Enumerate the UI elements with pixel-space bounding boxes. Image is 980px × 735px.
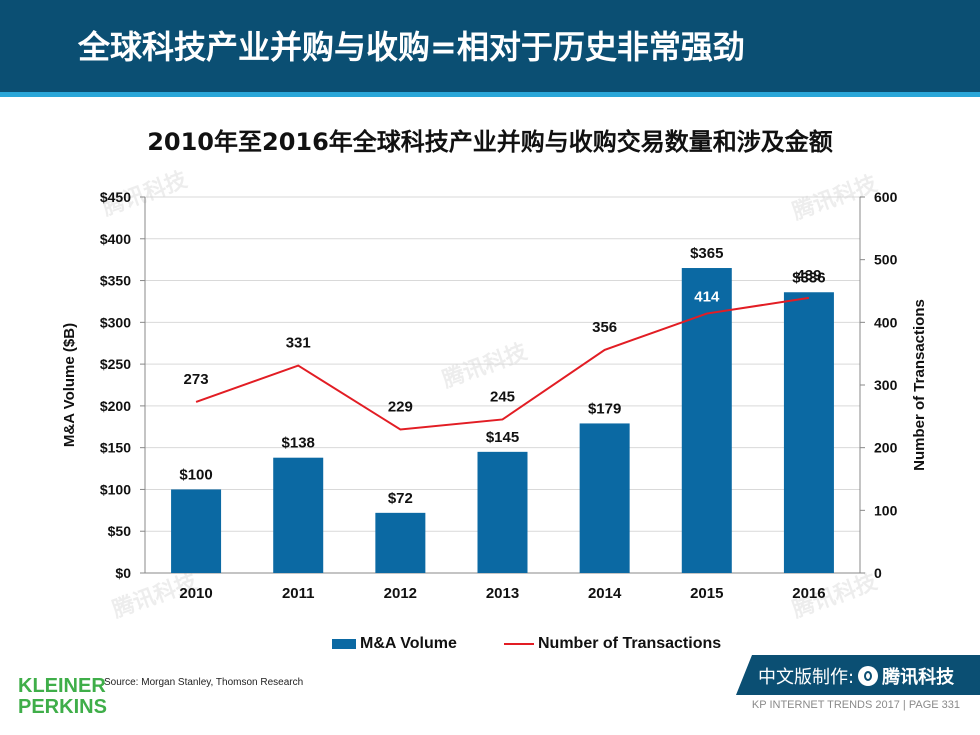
bar-data-label: $100 (179, 466, 212, 483)
line-data-label: 414 (694, 289, 720, 306)
legend-label-transactions: Number of Transactions (538, 635, 722, 652)
y-tick-label: $50 (108, 523, 132, 539)
y2-tick-label: 200 (874, 440, 898, 456)
y-tick-label: $300 (100, 314, 131, 330)
line-data-label: 245 (490, 388, 515, 405)
bar (579, 423, 630, 573)
y-axis-title: M&A Volume ($B) (61, 323, 78, 447)
y2-tick-label: 600 (874, 189, 898, 205)
legend-label-volume: M&A Volume (360, 635, 457, 652)
line-data-label: 273 (184, 371, 209, 388)
page-title: 全球科技产业并购与收购=相对于历史非常强劲 (78, 28, 745, 66)
logo-line-2: PERKINS (18, 696, 107, 718)
y-tick-label: $400 (100, 231, 131, 247)
bar-data-label: $336 (792, 269, 825, 286)
logo-line-1: KLEINER (18, 675, 106, 697)
tencent-logo-icon (858, 666, 879, 686)
x-tick-label: 2014 (588, 585, 622, 602)
bar (375, 512, 426, 573)
legend-item-transactions: Number of Transactions (504, 635, 721, 653)
line-data-label: 356 (592, 319, 617, 336)
badge-text: 中文版制作: 腾讯科技 (758, 663, 954, 689)
chart-legend: M&A Volume Number of Transactions (0, 635, 980, 657)
y2-tick-label: 300 (874, 377, 898, 393)
y-tick-label: $350 (100, 273, 131, 289)
y-tick-label: $0 (115, 565, 131, 581)
bar (477, 451, 528, 573)
kleiner-perkins-logo: KLEINER PERKINS (18, 676, 107, 718)
badge-brand: 腾讯科技 (882, 667, 955, 688)
y2-tick-label: 0 (874, 565, 882, 581)
badge-background (736, 655, 980, 695)
x-tick-label: 2010 (179, 585, 212, 602)
y2-tick-label: 400 (874, 314, 898, 330)
x-tick-label: 2013 (486, 585, 519, 602)
tencent-badge: 中文版制作: 腾讯科技 (736, 655, 980, 695)
bar (171, 489, 222, 573)
x-tick-label: 2016 (792, 585, 825, 602)
source-note: Source: Morgan Stanley, Thomson Research (104, 677, 304, 688)
bar-data-label: $138 (282, 435, 315, 452)
chart-title: 2010年至2016年全球科技产业并购与收购交易数量和涉及金额 (147, 128, 833, 156)
y-tick-label: $150 (100, 440, 131, 456)
line-data-label: 229 (388, 398, 413, 415)
y-tick-label: $450 (100, 189, 131, 205)
header-stripe (0, 92, 980, 97)
bar (273, 457, 324, 573)
x-tick-label: 2012 (384, 585, 417, 602)
legend-item-volume: M&A Volume (332, 635, 457, 653)
footer-text: KP INTERNET TRENDS 2017 | PAGE 331 (751, 699, 960, 711)
line-data-label: 331 (286, 335, 311, 352)
header-bar (0, 0, 980, 92)
bar-data-label: $145 (486, 429, 519, 446)
y2-axis-title: Number of Transactions (911, 299, 928, 471)
x-tick-label: 2011 (282, 585, 315, 602)
y2-tick-label: 100 (874, 502, 898, 518)
line-data-label: 439 (796, 267, 821, 284)
y-tick-label: $250 (100, 356, 131, 372)
y-tick-label: $100 (100, 481, 131, 497)
transactions-line (195, 296, 810, 431)
badge-prefix: 中文版制作: (758, 667, 855, 688)
legend-swatch-bar (332, 639, 356, 649)
bar-data-label: $72 (388, 490, 413, 507)
bar (783, 292, 834, 573)
bar-data-label: $179 (588, 400, 621, 417)
x-tick-label: 2015 (690, 585, 723, 602)
y2-tick-label: 500 (874, 252, 898, 268)
legend-swatch-line (504, 643, 534, 645)
bar-data-label: $365 (690, 245, 723, 262)
y-tick-label: $200 (100, 398, 131, 414)
